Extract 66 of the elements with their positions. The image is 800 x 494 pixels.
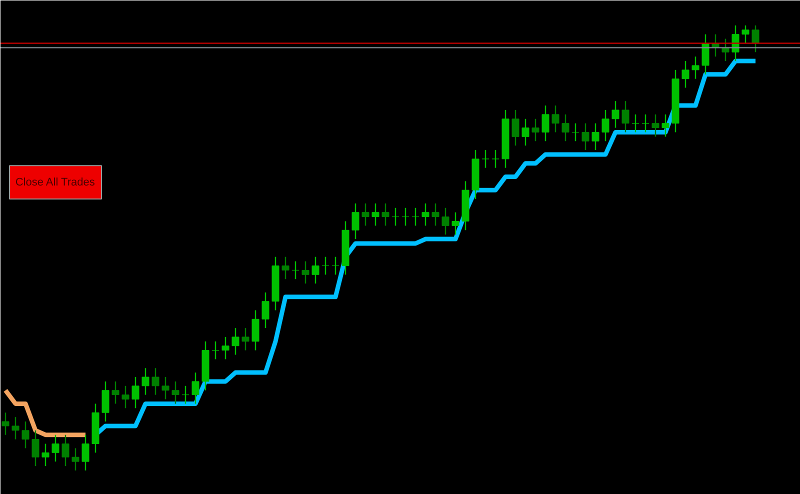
candlestick [492,149,500,168]
candlestick [452,212,460,236]
candlestick [562,114,570,142]
candlestick [512,109,520,146]
candlestick [222,336,230,360]
candlestick [82,434,90,472]
candlestick [642,114,650,133]
candlestick [592,122,600,151]
candlestick [442,207,450,236]
candlestick [352,202,360,240]
candlestick [682,60,690,88]
candlestick [652,114,660,138]
candlestick [12,416,20,440]
candlestick [302,260,310,284]
candlestick [412,207,420,226]
candlestick [2,412,10,436]
candlestick [522,118,530,146]
candlestick [372,202,380,226]
candlestick [172,380,180,404]
candlestick [252,310,260,351]
candlestick [612,100,620,128]
candlestick [602,109,610,142]
candlestick [292,260,300,280]
candlestick [262,292,270,329]
candlestick [112,380,120,404]
candlestick [432,202,440,226]
candlestick [242,327,250,351]
candlestick [312,256,320,284]
candlestick [622,100,630,133]
candlestick [422,202,430,226]
candlestick [362,202,370,226]
candlestick [632,114,640,133]
candlestick [752,24,760,53]
candlestick [22,420,30,449]
candlestick [332,256,340,276]
candlestick [142,368,150,396]
candlestick [702,34,710,75]
candlestick [392,207,400,226]
candlestick [52,434,60,462]
candlestick [122,385,130,409]
candlestick [692,56,700,80]
candlestick [62,434,70,467]
candlestick [572,122,580,142]
candlestick [42,443,50,467]
candlestick [532,118,540,142]
candlestick [102,380,110,422]
candlestick [322,256,330,276]
candlestick [402,207,410,226]
candlestick [162,376,170,400]
candlestick [152,368,160,396]
candlestick [582,122,590,151]
candlestick [542,104,550,142]
candlestick [482,149,490,168]
candlestick [552,104,560,133]
candlestick [182,385,190,404]
candlestick [282,256,290,280]
candlestick [32,430,40,467]
candlestick [662,114,670,138]
candlestick [132,376,140,409]
candlestick [72,448,80,472]
candlestick [232,327,240,356]
candlestick [192,372,200,404]
candlestick [742,24,750,44]
candlestick [212,340,220,360]
candlestick [382,202,390,226]
annotation: Close All Trades [15,176,96,189]
